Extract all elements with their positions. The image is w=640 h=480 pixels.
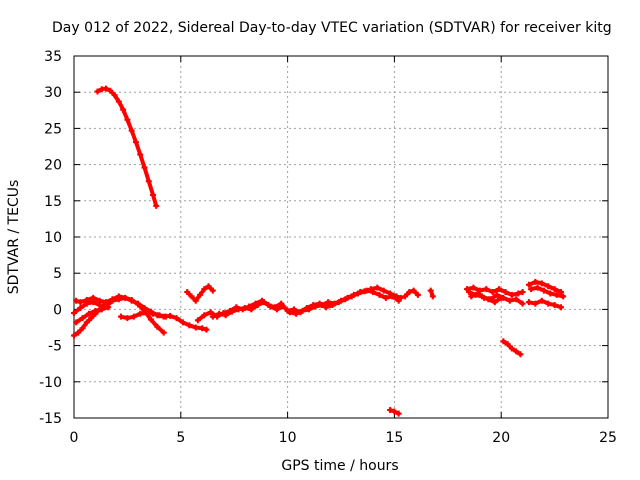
data-point (517, 351, 524, 358)
data-point (395, 297, 402, 304)
data-points (71, 85, 567, 417)
y-tick-label: 35 (44, 49, 62, 65)
data-point (160, 329, 167, 336)
grid (74, 56, 608, 418)
series-track-15 (466, 289, 505, 306)
y-tick-label: -5 (48, 339, 62, 355)
data-point (429, 293, 436, 300)
y-tick-label: 25 (44, 121, 62, 137)
series-track-10 (387, 407, 402, 417)
series-track-19 (525, 297, 565, 311)
y-tick-labels: -15 -10 -5 0 5 10 15 20 25 30 35 (39, 49, 62, 427)
y-tick-label: 30 (44, 85, 62, 101)
chart-title: Day 012 of 2022, Sidereal Day-to-day VTE… (52, 20, 612, 36)
x-axis-title: GPS time / hours (281, 458, 398, 474)
data-point (519, 289, 526, 296)
data-point (395, 410, 402, 417)
x-tick-label: 20 (492, 430, 510, 446)
y-tick-label: 10 (44, 230, 62, 246)
data-point (414, 291, 421, 298)
series-track-17 (525, 278, 565, 296)
data-point (498, 294, 505, 301)
series-track-11 (402, 287, 421, 300)
series-track-7 (184, 283, 216, 304)
series-track-12 (427, 287, 436, 300)
y-tick-label: 15 (44, 194, 62, 210)
y-tick-label: 5 (53, 266, 62, 282)
data-point (209, 287, 216, 294)
axis-ticks (73, 55, 609, 419)
x-tick-label: 15 (385, 430, 403, 446)
data-point (558, 304, 565, 311)
x-tick-label: 10 (279, 430, 297, 446)
series-track-1 (94, 85, 160, 209)
data-point (153, 202, 160, 209)
series-track-16 (500, 338, 524, 358)
data-point (105, 304, 112, 311)
y-tick-label: 0 (53, 302, 62, 318)
x-tick-label: 25 (599, 430, 617, 446)
series-track-6 (117, 310, 169, 322)
y-tick-label: -15 (39, 411, 62, 427)
series-track-18 (528, 284, 567, 300)
series-track-5 (73, 304, 112, 326)
series-track-9 (209, 287, 402, 320)
data-point (519, 300, 526, 307)
data-point (560, 293, 567, 300)
y-axis-title: SDTVAR / TECUs (6, 180, 22, 295)
x-tick-label: 0 (70, 430, 79, 446)
y-tick-label: -10 (39, 375, 62, 391)
x-tick-labels: 0 5 10 15 20 25 (70, 430, 617, 446)
y-tick-label: 20 (44, 158, 62, 174)
x-tick-label: 5 (176, 430, 185, 446)
data-point (162, 313, 169, 320)
data-point (203, 326, 210, 333)
